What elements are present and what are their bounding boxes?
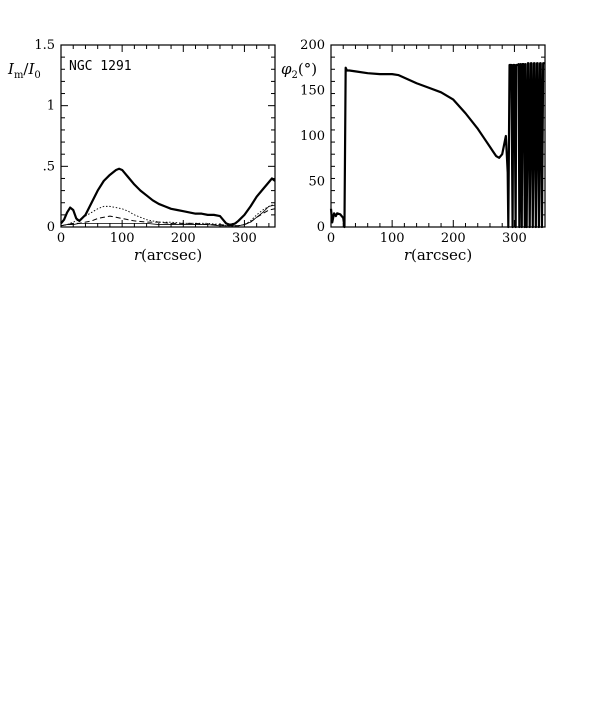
right-ylabel-sub: 2 <box>292 70 298 81</box>
left-annotation-galaxy-name: NGC 1291 <box>69 59 132 74</box>
left-plot-frame <box>60 44 276 228</box>
left-ylabel-sub2: 0 <box>34 70 40 81</box>
left-ytick-label: 0 <box>47 220 55 235</box>
left-series-dotted <box>60 203 276 227</box>
left-xtick-label: 200 <box>171 231 196 246</box>
right-plot-frame <box>330 44 546 228</box>
right-xlabel-unit: (arcsec) <box>411 246 472 264</box>
right-xlabel-var: r <box>404 246 412 264</box>
left-tick-labels: 0 100 200 300 0 .5 1 1.5 <box>34 38 257 246</box>
left-xlabel: r(arcsec) <box>134 246 202 264</box>
right-ylabel-unit: (°) <box>298 60 317 78</box>
left-ytick-label: .5 <box>43 159 55 174</box>
left-series-solid-thin <box>60 204 276 227</box>
left-xtick-label: 100 <box>110 231 135 246</box>
right-tick-labels: 0 100 200 300 0 50 100 150 200 <box>300 38 527 246</box>
left-ylabel-sub1: m <box>14 70 24 81</box>
right-panel: 0 100 200 300 0 50 100 150 200 φ2(°) r(arcsec) <box>281 38 546 264</box>
right-ytick-label: 0 <box>317 220 325 235</box>
right-ytick-label: 150 <box>300 84 325 99</box>
left-xtick-label: 300 <box>232 231 257 246</box>
right-xtick-label: 100 <box>380 231 405 246</box>
right-ytick-label: 100 <box>300 129 325 144</box>
right-ylabel: φ2(°) <box>281 60 317 81</box>
left-ylabel: Im/I0 <box>7 60 41 81</box>
left-series-group <box>60 167 276 227</box>
left-series-solid-thick <box>60 167 276 226</box>
left-ylabel-main: I <box>7 60 15 78</box>
left-xlabel-unit: (arcsec) <box>141 246 202 264</box>
left-xlabel-var: r <box>134 246 142 264</box>
right-xtick-label: 0 <box>327 231 335 246</box>
right-xtick-label: 200 <box>441 231 466 246</box>
left-ylabel-main2: I <box>27 60 35 78</box>
right-ytick-label: 200 <box>300 38 325 53</box>
left-ytick-label: 1 <box>47 99 55 114</box>
right-xtick-label: 300 <box>502 231 527 246</box>
right-series-group <box>329 62 545 229</box>
left-ytick-label: 1.5 <box>34 38 55 53</box>
left-xtick-label: 0 <box>57 231 65 246</box>
right-ylabel-main: φ <box>281 60 292 78</box>
right-xlabel: r(arcsec) <box>404 246 472 264</box>
right-ytick-label: 50 <box>308 175 325 190</box>
left-ylabel-slash: / <box>23 60 29 78</box>
right-series-solid-thick <box>329 62 545 229</box>
